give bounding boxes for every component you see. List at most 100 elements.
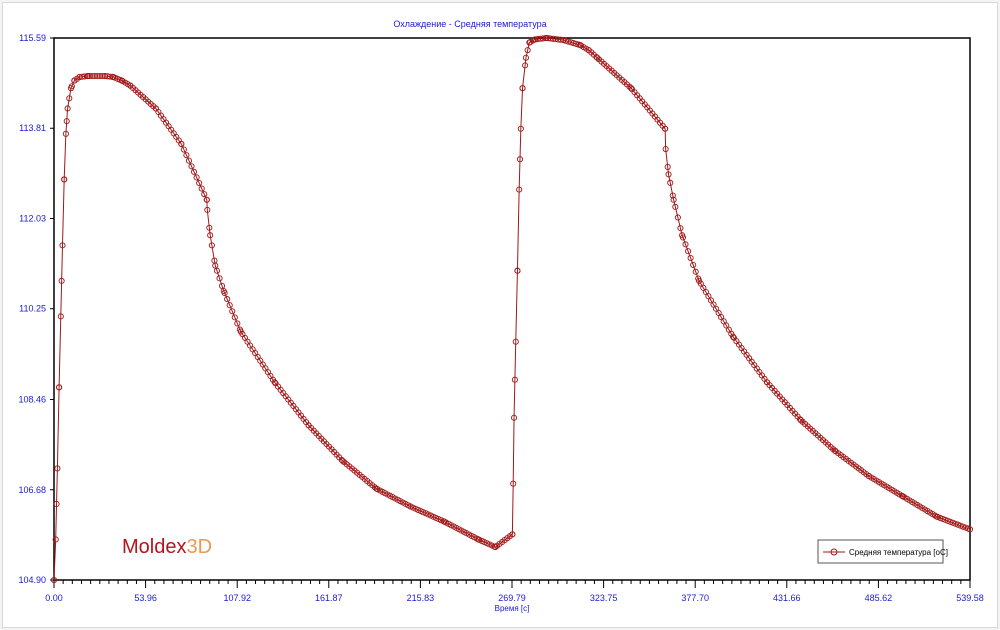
x-tick-label: 377.70 — [681, 593, 709, 603]
data-point — [57, 313, 64, 320]
series-marker — [522, 62, 529, 69]
series-marker — [58, 277, 65, 284]
legend-marker — [830, 548, 838, 556]
data-point — [865, 473, 872, 480]
y-tick-label: 110.25 — [19, 304, 46, 314]
data-point — [516, 186, 523, 193]
data-point — [152, 105, 159, 112]
data-point — [62, 130, 69, 137]
series-marker — [234, 320, 241, 327]
data-point — [797, 417, 805, 424]
data-point — [670, 196, 677, 203]
data-point — [101, 72, 108, 80]
series-marker — [524, 47, 531, 54]
brand-suffix: 3D — [186, 536, 212, 558]
series-marker — [183, 152, 190, 159]
series-marker — [667, 179, 674, 186]
series-marker — [190, 168, 198, 175]
series-marker — [664, 163, 671, 170]
x-tick-label: 539.58 — [956, 593, 984, 603]
y-axis-ticks: 104.90 106.68 108.46 110.25 112.03 113.81 115.… — [18, 33, 54, 585]
data-point — [522, 54, 529, 61]
series-marker — [692, 268, 699, 275]
series-marker — [572, 40, 580, 47]
series-marker — [231, 314, 238, 321]
data-point — [514, 267, 521, 274]
data-point — [730, 333, 737, 340]
series-marker — [516, 156, 524, 163]
series-marker — [674, 214, 681, 221]
data-point — [407, 503, 414, 510]
series-marker — [185, 157, 193, 164]
data-point — [526, 39, 533, 46]
chart-canvas: Охлаждение - Средняя температура 104.901… — [18, 19, 984, 613]
data-point — [110, 73, 117, 81]
data-point — [207, 232, 214, 239]
y-tick-label: 113.81 — [19, 123, 46, 133]
chart-title: Охлаждение - Средняя температура — [393, 19, 546, 29]
legend-box — [817, 539, 944, 564]
data-point — [492, 543, 499, 551]
series-marker — [511, 376, 518, 383]
series-marker — [690, 261, 697, 268]
data-point — [662, 145, 669, 153]
y-tick-label: 108.46 — [18, 395, 46, 405]
data-point — [203, 196, 210, 203]
series-marker — [672, 203, 679, 210]
data-point — [59, 242, 66, 249]
series-marker — [188, 163, 195, 170]
data-point — [665, 171, 672, 178]
series-marker — [53, 500, 60, 508]
x-tick-label: 269.79 — [498, 593, 526, 603]
data-point — [237, 328, 244, 335]
series-marker — [229, 308, 236, 315]
x-tick-label: 161.87 — [315, 593, 343, 603]
y-tick-label: 106.68 — [18, 485, 46, 495]
data-point — [899, 493, 906, 500]
y-tick-label: 115.59 — [19, 33, 46, 43]
data-point — [585, 47, 592, 54]
series-marker — [685, 248, 692, 255]
data-point — [71, 77, 78, 84]
legend-label: Средняя температура [oC] — [849, 548, 948, 557]
series-layer — [50, 34, 974, 584]
data-point — [594, 54, 601, 61]
data-point — [531, 36, 538, 43]
data-point — [212, 262, 219, 269]
brand-logo: Moldex3D — [122, 536, 212, 558]
data-point — [56, 384, 63, 391]
x-tick-label: 107.92 — [223, 593, 251, 603]
series-marker — [196, 179, 203, 187]
data-point — [475, 536, 482, 543]
data-point — [933, 513, 940, 520]
series-marker — [63, 118, 70, 125]
data-point — [510, 414, 518, 421]
data-point — [118, 77, 125, 84]
data-point — [543, 34, 550, 42]
data-point — [373, 485, 380, 492]
brand-name: Moldex — [122, 536, 186, 558]
data-point — [76, 73, 83, 81]
svg-text:Moldex3D: Moldex3D — [122, 536, 212, 558]
series-marker — [180, 146, 187, 153]
data-point — [67, 85, 75, 92]
x-tick-label: 323.75 — [590, 593, 618, 603]
series-marker — [687, 254, 694, 262]
plot-area — [53, 37, 971, 581]
series-marker — [193, 174, 200, 181]
series-marker — [226, 302, 233, 309]
data-point — [679, 232, 686, 239]
data-point — [64, 105, 71, 112]
series-marker — [66, 95, 73, 102]
x-tick-label: 215.83 — [407, 593, 435, 603]
data-point — [220, 287, 227, 295]
x-tick-label: 53.96 — [134, 593, 157, 603]
data-point — [54, 465, 61, 472]
data-point — [763, 379, 771, 386]
data-point — [50, 576, 58, 584]
legend: Средняя температура [oC] — [817, 539, 948, 564]
data-point — [662, 125, 669, 132]
data-point — [628, 85, 635, 92]
data-point — [178, 140, 185, 148]
